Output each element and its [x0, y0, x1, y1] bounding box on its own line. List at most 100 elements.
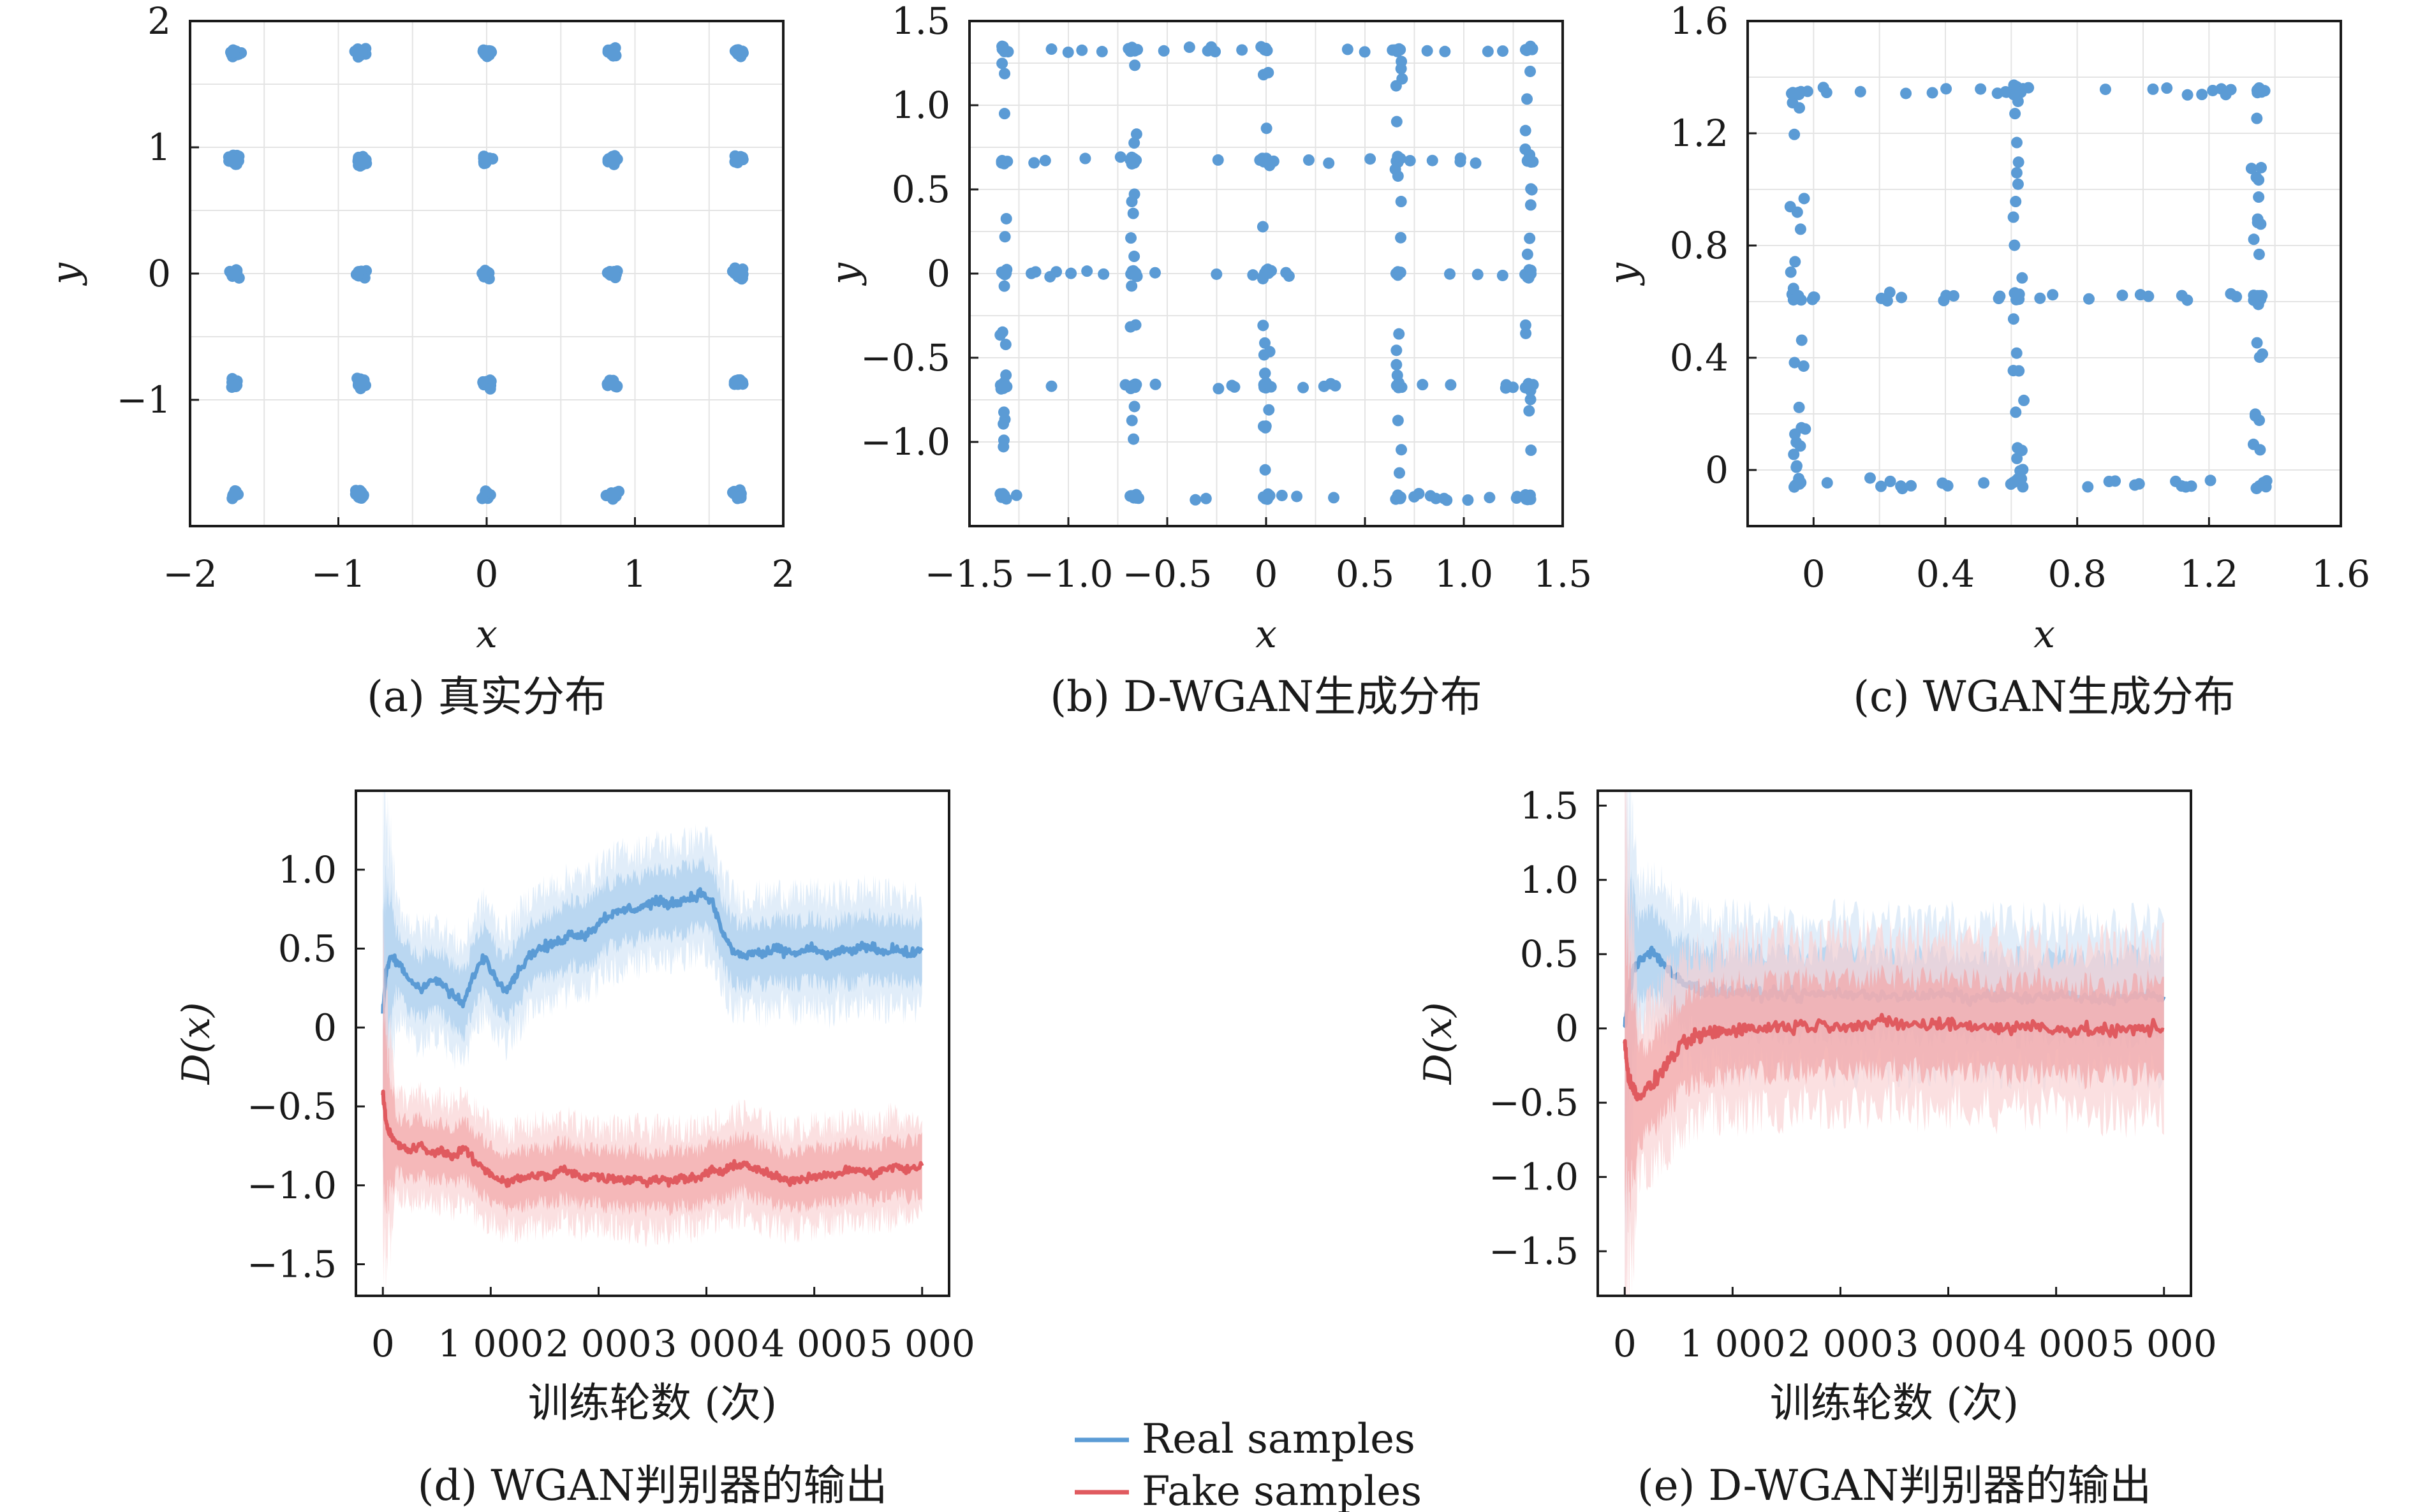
x-tick-label: 0 [1802, 552, 1825, 596]
scatter-point [1482, 45, 1494, 57]
scatter-point [1267, 155, 1279, 167]
scatter-point [1202, 45, 1214, 57]
y-tick-label: −1.5 [247, 1243, 337, 1286]
scatter-point [1519, 319, 1531, 331]
scatter-point [2012, 156, 2024, 168]
x-tick-label: −0.5 [1123, 552, 1213, 596]
scatter-point [2253, 351, 2266, 363]
scatter-point [1212, 154, 1224, 166]
scatter-point [1789, 428, 1801, 440]
y-tick-label: −1.0 [247, 1164, 337, 1207]
panel-caption: (a) 真实分布 [367, 672, 607, 721]
scatter-point [1523, 405, 1535, 417]
axes-frame [1596, 789, 2192, 1297]
y-axis-label: y [1601, 262, 1646, 286]
x-tick-label: 1.5 [1533, 552, 1592, 596]
scatter-point [1190, 494, 1202, 506]
panel-caption: (c) WGAN生成分布 [1853, 672, 2235, 721]
scatter-point [1149, 378, 1161, 390]
scatter-point [1404, 154, 1416, 166]
y-tick-label: 0.5 [1520, 932, 1579, 976]
scatter-point [1417, 379, 1429, 391]
scatter-point [1062, 46, 1074, 58]
scatter-point [2010, 406, 2022, 418]
scatter-point [1044, 270, 1056, 283]
scatter-point [1454, 152, 1466, 165]
x-tick-label: 0 [371, 1322, 395, 1365]
x-axis-label: x [1255, 612, 1277, 657]
scatter-point [605, 266, 617, 278]
series-fake-line [1623, 1013, 2165, 1102]
scatter-point [230, 485, 242, 497]
scatter-point [1794, 102, 1806, 114]
scatter-point [1394, 467, 1406, 479]
scatter-point [998, 280, 1010, 292]
x-tick-label: 1 000 [438, 1322, 543, 1365]
x-tick-label: 0 [1255, 552, 1278, 596]
scatter-point [2010, 196, 2022, 208]
scatter-point [1318, 380, 1330, 392]
scatter-point [1128, 137, 1140, 149]
scatter-point [1875, 292, 1887, 304]
scatter-point [1854, 85, 1866, 98]
scatter-point [1128, 400, 1140, 413]
scatter-point [2016, 272, 2028, 284]
scatter-point [1519, 143, 1531, 155]
scatter-point [1884, 475, 1896, 487]
scatter-point [2215, 83, 2227, 95]
scatter-point [1521, 155, 1533, 167]
x-tick-label: 0.5 [1336, 552, 1394, 596]
scatter-point [1123, 43, 1135, 55]
scatter-point [351, 268, 364, 280]
scatter-point [2248, 290, 2260, 302]
scatter-point [356, 45, 368, 57]
scatter-point [1443, 268, 1456, 280]
scatter-point [1470, 157, 1482, 169]
chart-b: −1.5 −1.0 −0.5 0 0.5 1.0 1.5−1.0−0.500.51.01.5… [823, 0, 1592, 721]
scatter-point [1393, 328, 1405, 340]
x-tick-label: 0 [475, 552, 499, 596]
scatter-point [1390, 358, 1403, 371]
scatter-point [229, 268, 241, 281]
scatter-point [1257, 221, 1269, 233]
scatter-point [1302, 154, 1315, 166]
scatter-point [2204, 474, 2216, 487]
x-tick-label: 3 000 [1896, 1322, 2002, 1365]
scatter-point [1390, 115, 1403, 128]
scatter-point [1125, 232, 1137, 244]
scatter-point [1259, 337, 1271, 349]
scatter-point [2010, 136, 2023, 149]
x-axis-label: 训练轮数 (次) [528, 1380, 777, 1427]
scatter-point [1128, 188, 1140, 200]
x-tick-label: 2 [772, 552, 795, 596]
scatter-point [1394, 267, 1406, 279]
y-axis-label: D(x) [174, 1002, 219, 1085]
scatter-point [1795, 334, 1808, 346]
scatter-point [1896, 291, 1908, 304]
scatter-point [1884, 286, 1896, 298]
scatter-point [1462, 494, 1474, 506]
scatter-point [1808, 291, 1820, 304]
x-tick-label: 4 000 [2003, 1322, 2109, 1365]
scatter-point [996, 40, 1008, 52]
y-tick-label: 1 [147, 126, 171, 169]
scatter-point [2255, 161, 2267, 173]
scatter-point [1395, 231, 1407, 244]
scatter-point [2247, 438, 2259, 450]
y-axis-label: y [43, 262, 88, 286]
y-axis-label: D(x) [1416, 1002, 1461, 1085]
scatter-point [2000, 85, 2012, 98]
x-tick-label: 3 000 [654, 1322, 760, 1365]
scatter-point [357, 157, 369, 169]
scatter-point [1521, 271, 1533, 283]
y-tick-label: −0.5 [860, 336, 950, 379]
scatter-point [1263, 404, 1275, 416]
legend-real-label: Real samples [1142, 1416, 1415, 1463]
scatter-point [1359, 46, 1371, 58]
scatter-point [1792, 290, 1804, 302]
scatter-point [1520, 327, 1532, 339]
x-tick-label: 2 000 [545, 1322, 651, 1365]
scatter-point [1260, 122, 1272, 135]
y-axis-label: y [823, 262, 867, 286]
